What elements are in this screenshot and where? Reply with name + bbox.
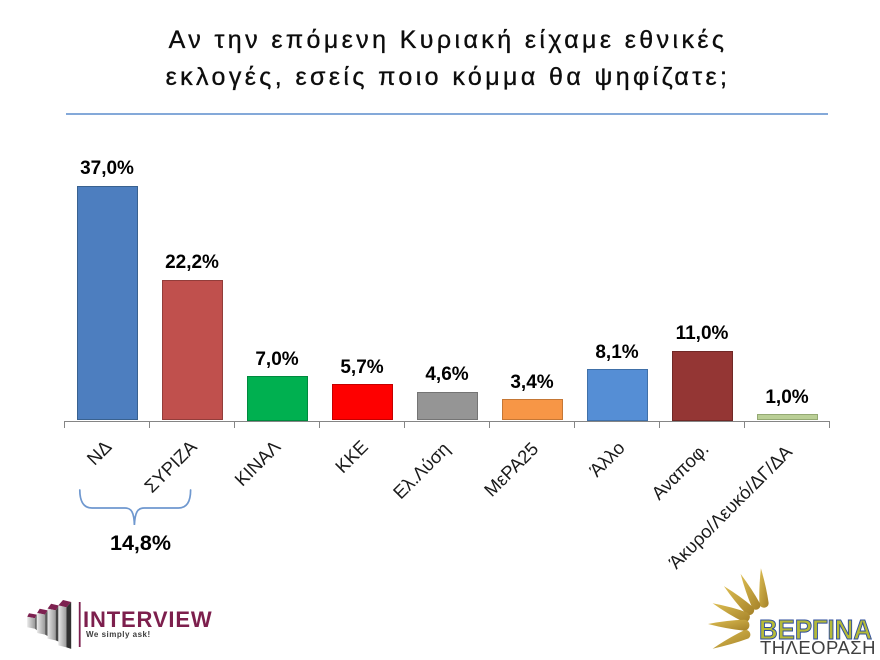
svg-text:ΤΗΛΕΟΡΑΣΗ: ΤΗΛΕΟΡΑΣΗ (760, 637, 876, 658)
svg-text:ΒΕΡΓΙΝΑ: ΒΕΡΓΙΝΑ (759, 614, 872, 645)
